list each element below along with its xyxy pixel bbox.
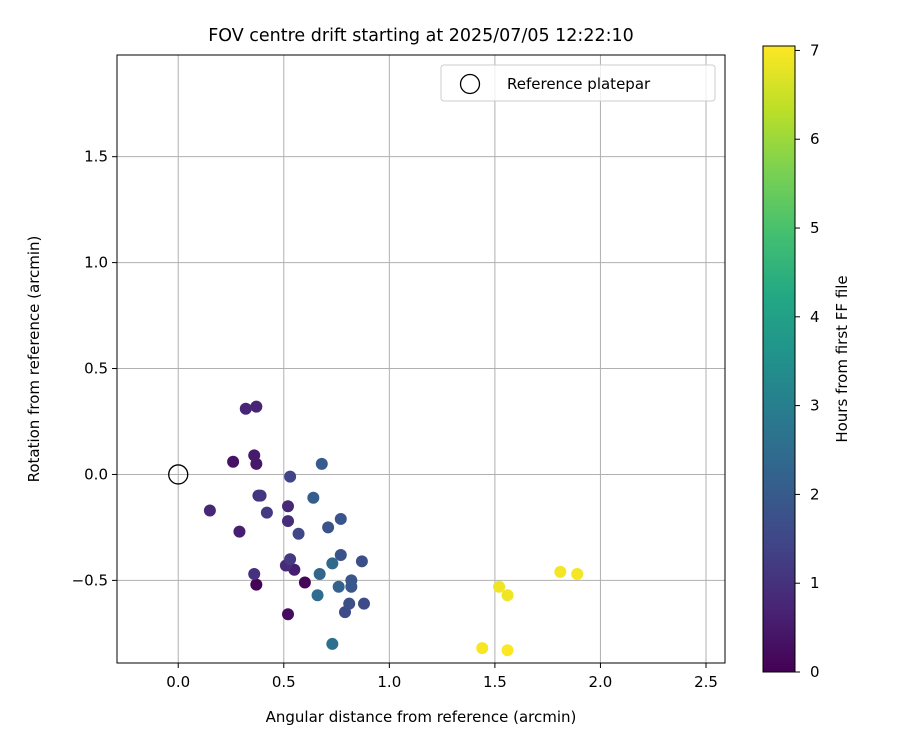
scatter-point — [298, 576, 311, 589]
scatter-point — [227, 455, 240, 468]
colorbar-tick-label: 1 — [810, 574, 820, 592]
y-gridlines — [117, 156, 725, 581]
scatter-point — [334, 512, 347, 525]
y-tick-label: 1.0 — [84, 254, 108, 272]
y-tick-label: −0.5 — [72, 571, 108, 589]
scatter-point — [493, 580, 506, 593]
colorbar-tick-label: 7 — [810, 41, 820, 59]
x-tick-label: 1.5 — [483, 673, 507, 691]
legend-label: Reference platepar — [507, 75, 651, 93]
scatter-point — [248, 449, 261, 462]
scatter-point — [307, 491, 320, 504]
legend-marker-icon — [459, 73, 481, 95]
legend: Reference platepar — [440, 64, 716, 102]
scatter-point — [501, 644, 514, 657]
data-points — [203, 400, 584, 657]
scatter-point — [332, 580, 345, 593]
colorbar-tick-label: 0 — [810, 663, 820, 681]
colorbar-tick-label: 6 — [810, 130, 820, 148]
y-axis-ticks: −0.5 0.0 0.5 1.0 1.5 — [72, 148, 117, 589]
scatter-point — [248, 568, 261, 581]
scatter-point — [250, 578, 263, 591]
scatter-point — [326, 557, 339, 570]
scatter-point — [250, 400, 263, 413]
colorbar-tick-label: 4 — [810, 308, 820, 326]
colorbar-ticks: 0 1 2 3 4 5 6 7 — [795, 41, 820, 681]
chart-title: FOV centre drift starting at 2025/07/05 … — [208, 26, 634, 46]
colorbar-tick-label: 5 — [810, 219, 820, 237]
scatter-point — [313, 568, 326, 581]
y-tick-label: 0.5 — [84, 360, 108, 378]
colorbar-tick-label: 2 — [810, 485, 820, 503]
scatter-point — [334, 548, 347, 561]
plot-background — [117, 55, 725, 663]
scatter-point — [345, 580, 358, 593]
scatter-point — [326, 637, 339, 650]
legend-box — [440, 64, 716, 102]
x-tick-label: 1.0 — [377, 673, 401, 691]
x-tick-label: 0.5 — [272, 673, 296, 691]
scatter-point — [254, 489, 267, 502]
x-tick-label: 2.0 — [589, 673, 613, 691]
reference-platepar-marker — [168, 464, 189, 485]
scatter-point — [239, 402, 252, 415]
scatter-point — [260, 506, 273, 519]
scatter-point — [343, 597, 356, 610]
y-tick-label: 1.5 — [84, 148, 108, 166]
scatter-point — [554, 565, 567, 578]
scatter-point — [358, 597, 370, 610]
y-tick-label: 0.0 — [84, 465, 108, 483]
scatter-point — [282, 515, 294, 528]
scatter-point — [355, 555, 368, 568]
scatter-point — [282, 608, 294, 621]
scatter-point — [322, 521, 335, 534]
scatter-point — [311, 589, 324, 602]
colorbar — [762, 45, 796, 673]
scatter-point — [284, 470, 297, 483]
x-tick-label: 2.5 — [694, 673, 718, 691]
scatter-point — [501, 589, 514, 602]
colorbar-tick-label: 3 — [810, 397, 820, 415]
x-axis-ticks: 0.0 0.5 1.0 1.5 2.0 2.5 — [166, 663, 718, 691]
x-tick-label: 0.0 — [166, 673, 190, 691]
scatter-point — [233, 525, 246, 538]
y-axis-label: Rotation from reference (arcmin) — [25, 236, 43, 483]
x-axis-label: Angular distance from reference (arcmin) — [266, 708, 577, 726]
scatter-point — [292, 527, 305, 540]
scatter-point — [284, 553, 297, 566]
scatter-point — [315, 457, 328, 470]
scatter-point — [571, 568, 584, 581]
scatter-point — [203, 504, 216, 517]
plot-frame — [116, 54, 726, 664]
scatter-point — [282, 500, 294, 513]
colorbar-label: Hours from first FF file — [833, 275, 851, 442]
scatter-point — [476, 642, 489, 655]
